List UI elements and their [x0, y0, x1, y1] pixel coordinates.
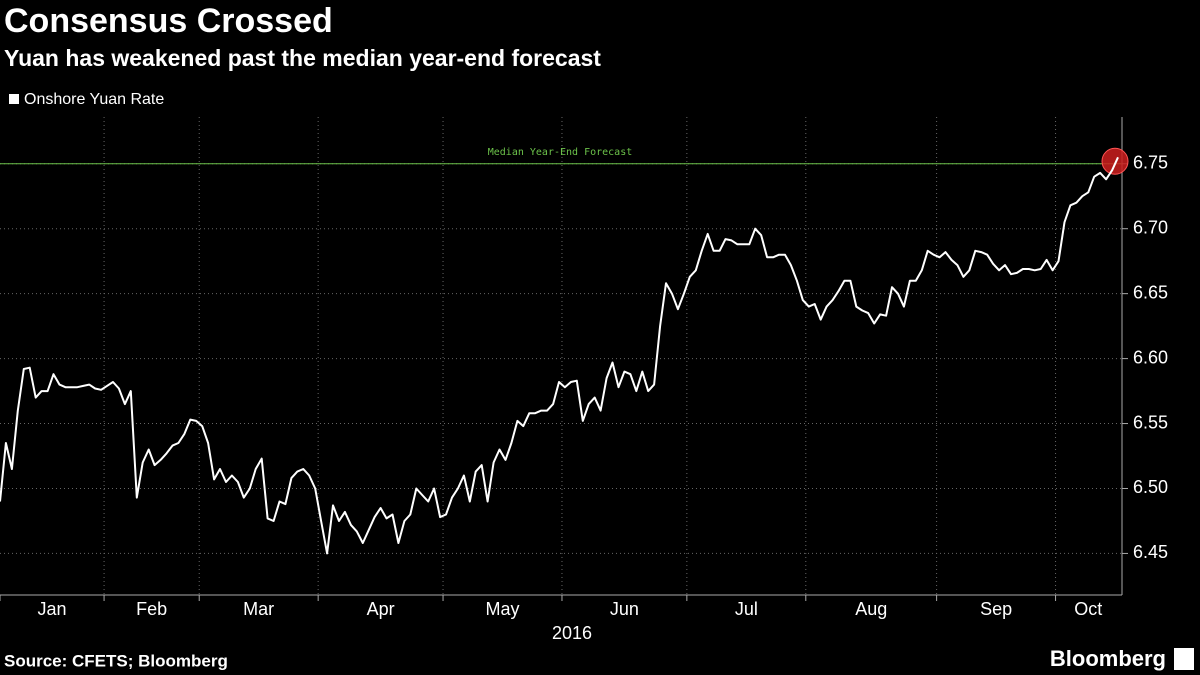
y-tick-label: 6.75 [1133, 153, 1168, 173]
series-line [0, 156, 1119, 555]
y-tick-label: 6.50 [1133, 477, 1168, 497]
y-tick-label: 6.55 [1133, 412, 1168, 432]
x-tick-label: Apr [367, 599, 395, 619]
chart-subtitle: Yuan has weakened past the median year-e… [4, 45, 601, 71]
x-tick-label: Jul [735, 599, 758, 619]
x-tick-label: Feb [136, 599, 167, 619]
source: Source: CFETS; Bloomberg [4, 651, 228, 670]
x-tick-label: Jun [610, 599, 639, 619]
reference-label: Median Year-End Forecast [488, 147, 633, 158]
x-tick-label: Mar [243, 599, 274, 619]
x-axis-label: 2016 [552, 623, 592, 643]
legend-label: Onshore Yuan Rate [24, 91, 164, 108]
y-tick-label: 6.65 [1133, 282, 1168, 302]
x-tick-label: Oct [1074, 599, 1102, 619]
y-tick-label: 6.60 [1133, 347, 1168, 367]
brand-icon [1174, 648, 1194, 670]
x-tick-label: Sep [980, 599, 1012, 619]
y-tick-label: 6.70 [1133, 217, 1168, 237]
chart-title: Consensus Crossed [4, 2, 333, 40]
x-tick-label: Jan [38, 599, 67, 619]
x-tick-label: Aug [855, 599, 887, 619]
legend-swatch [9, 94, 19, 104]
y-tick-label: 6.45 [1133, 542, 1168, 562]
highlight-marker [1101, 147, 1129, 175]
brand: Bloomberg [1050, 646, 1166, 671]
x-tick-label: May [485, 599, 519, 619]
